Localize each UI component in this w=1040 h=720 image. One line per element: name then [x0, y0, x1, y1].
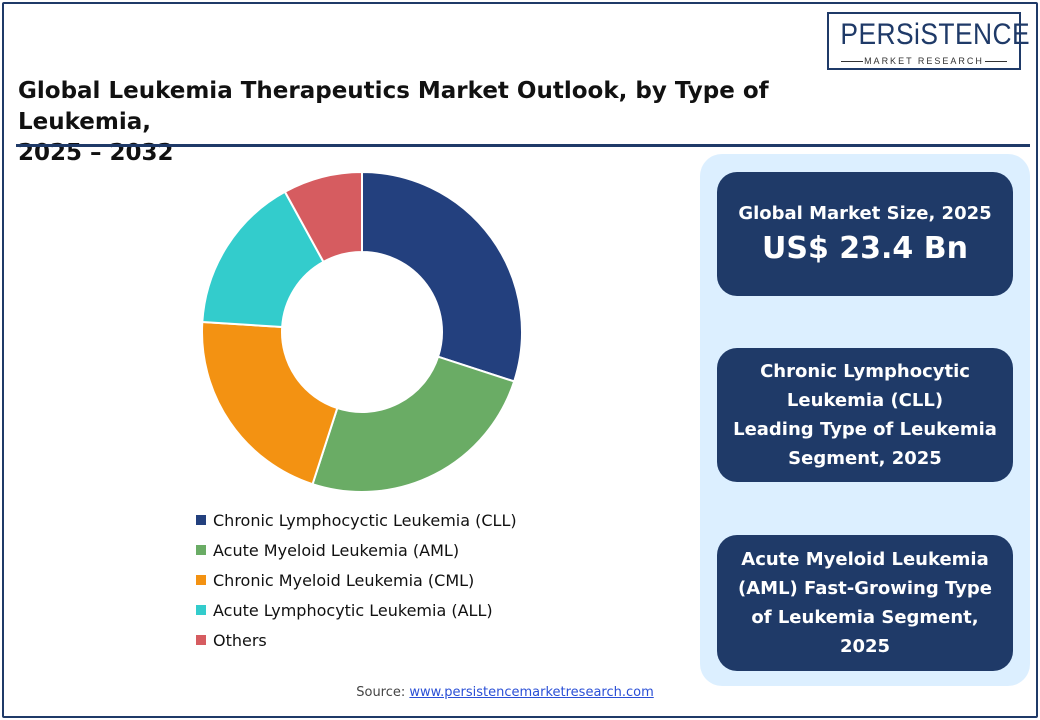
title-divider	[16, 144, 1030, 147]
chart-legend: Chronic Lymphocyctic Leukemia (CLL) Acute…	[196, 505, 576, 655]
market-size-label: Global Market Size, 2025	[738, 202, 992, 224]
chart-title: Global Leukemia Therapeutics Market Outl…	[18, 76, 818, 169]
leading-segment-card: Chronic Lymphocytic Leukemia (CLL) Leadi…	[717, 348, 1013, 482]
donut-chart-svg	[201, 170, 523, 493]
fast-growing-line: of Leukemia Segment,	[751, 607, 979, 628]
source-link[interactable]: www.persistencemarketresearch.com	[409, 685, 654, 700]
legend-swatch	[196, 575, 206, 585]
leading-segment-line: Leading Type of Leukemia	[733, 419, 997, 440]
legend-item: Others	[196, 625, 576, 655]
donut-slice-acute-myeloid-leukemia-aml	[311, 355, 516, 493]
legend-item: Acute Lymphocytic Leukemia (ALL)	[196, 595, 576, 625]
logo-name: PERSiSTENCE	[840, 18, 1031, 51]
fast-growing-line: Acute Myeloid Leukemia	[741, 549, 989, 570]
legend-item: Chronic Lymphocyctic Leukemia (CLL)	[196, 505, 576, 535]
legend-label: Acute Myeloid Leukemia (AML)	[213, 540, 460, 560]
legend-swatch	[196, 515, 206, 525]
logo-rule-right	[985, 61, 1007, 62]
market-size-value: US$ 23.4 Bn	[762, 230, 968, 266]
legend-swatch	[196, 635, 206, 645]
donut-chart	[190, 160, 540, 500]
donut-slice-acute-lymphocytic-leukemia-all	[201, 190, 325, 329]
leading-segment-line: Chronic Lymphocytic	[760, 361, 970, 382]
persistence-logo: PERSiSTENCE MARKET RESEARCH	[827, 12, 1031, 70]
source-label: Source:	[356, 685, 406, 700]
fast-growing-card: Acute Myeloid Leukemia (AML) Fast-Growin…	[717, 535, 1013, 671]
legend-label: Others	[213, 630, 267, 650]
donut-slice-others	[283, 170, 363, 264]
leading-segment-line: Leukemia (CLL)	[786, 390, 944, 411]
legend-swatch	[196, 605, 206, 615]
legend-label: Chronic Lymphocyctic Leukemia (CLL)	[213, 510, 517, 530]
legend-label: Acute Lymphocytic Leukemia (ALL)	[213, 600, 493, 620]
leading-segment-line: Segment, 2025	[788, 448, 942, 469]
legend-swatch	[196, 545, 206, 555]
donut-slice-chronic-myeloid-leukemia-cml	[201, 320, 339, 486]
legend-item: Chronic Myeloid Leukemia (CML)	[196, 565, 576, 595]
legend-label: Chronic Myeloid Leukemia (CML)	[213, 570, 475, 590]
source-note: Source: www.persistencemarketresearch.co…	[0, 685, 1010, 700]
market-size-card: Global Market Size, 2025 US$ 23.4 Bn	[717, 172, 1013, 296]
logo-rule-left	[841, 61, 863, 62]
fast-growing-line: (AML) Fast-Growing Type	[738, 578, 992, 599]
fast-growing-line: 2025	[839, 636, 891, 657]
chart-title-line-1: Global Leukemia Therapeutics Market Outl…	[18, 78, 769, 135]
donut-slice-chronic-lymphocyctic-leukemia-cll	[361, 170, 523, 383]
logo-subtitle: MARKET RESEARCH	[864, 56, 984, 66]
legend-item: Acute Myeloid Leukemia (AML)	[196, 535, 576, 565]
